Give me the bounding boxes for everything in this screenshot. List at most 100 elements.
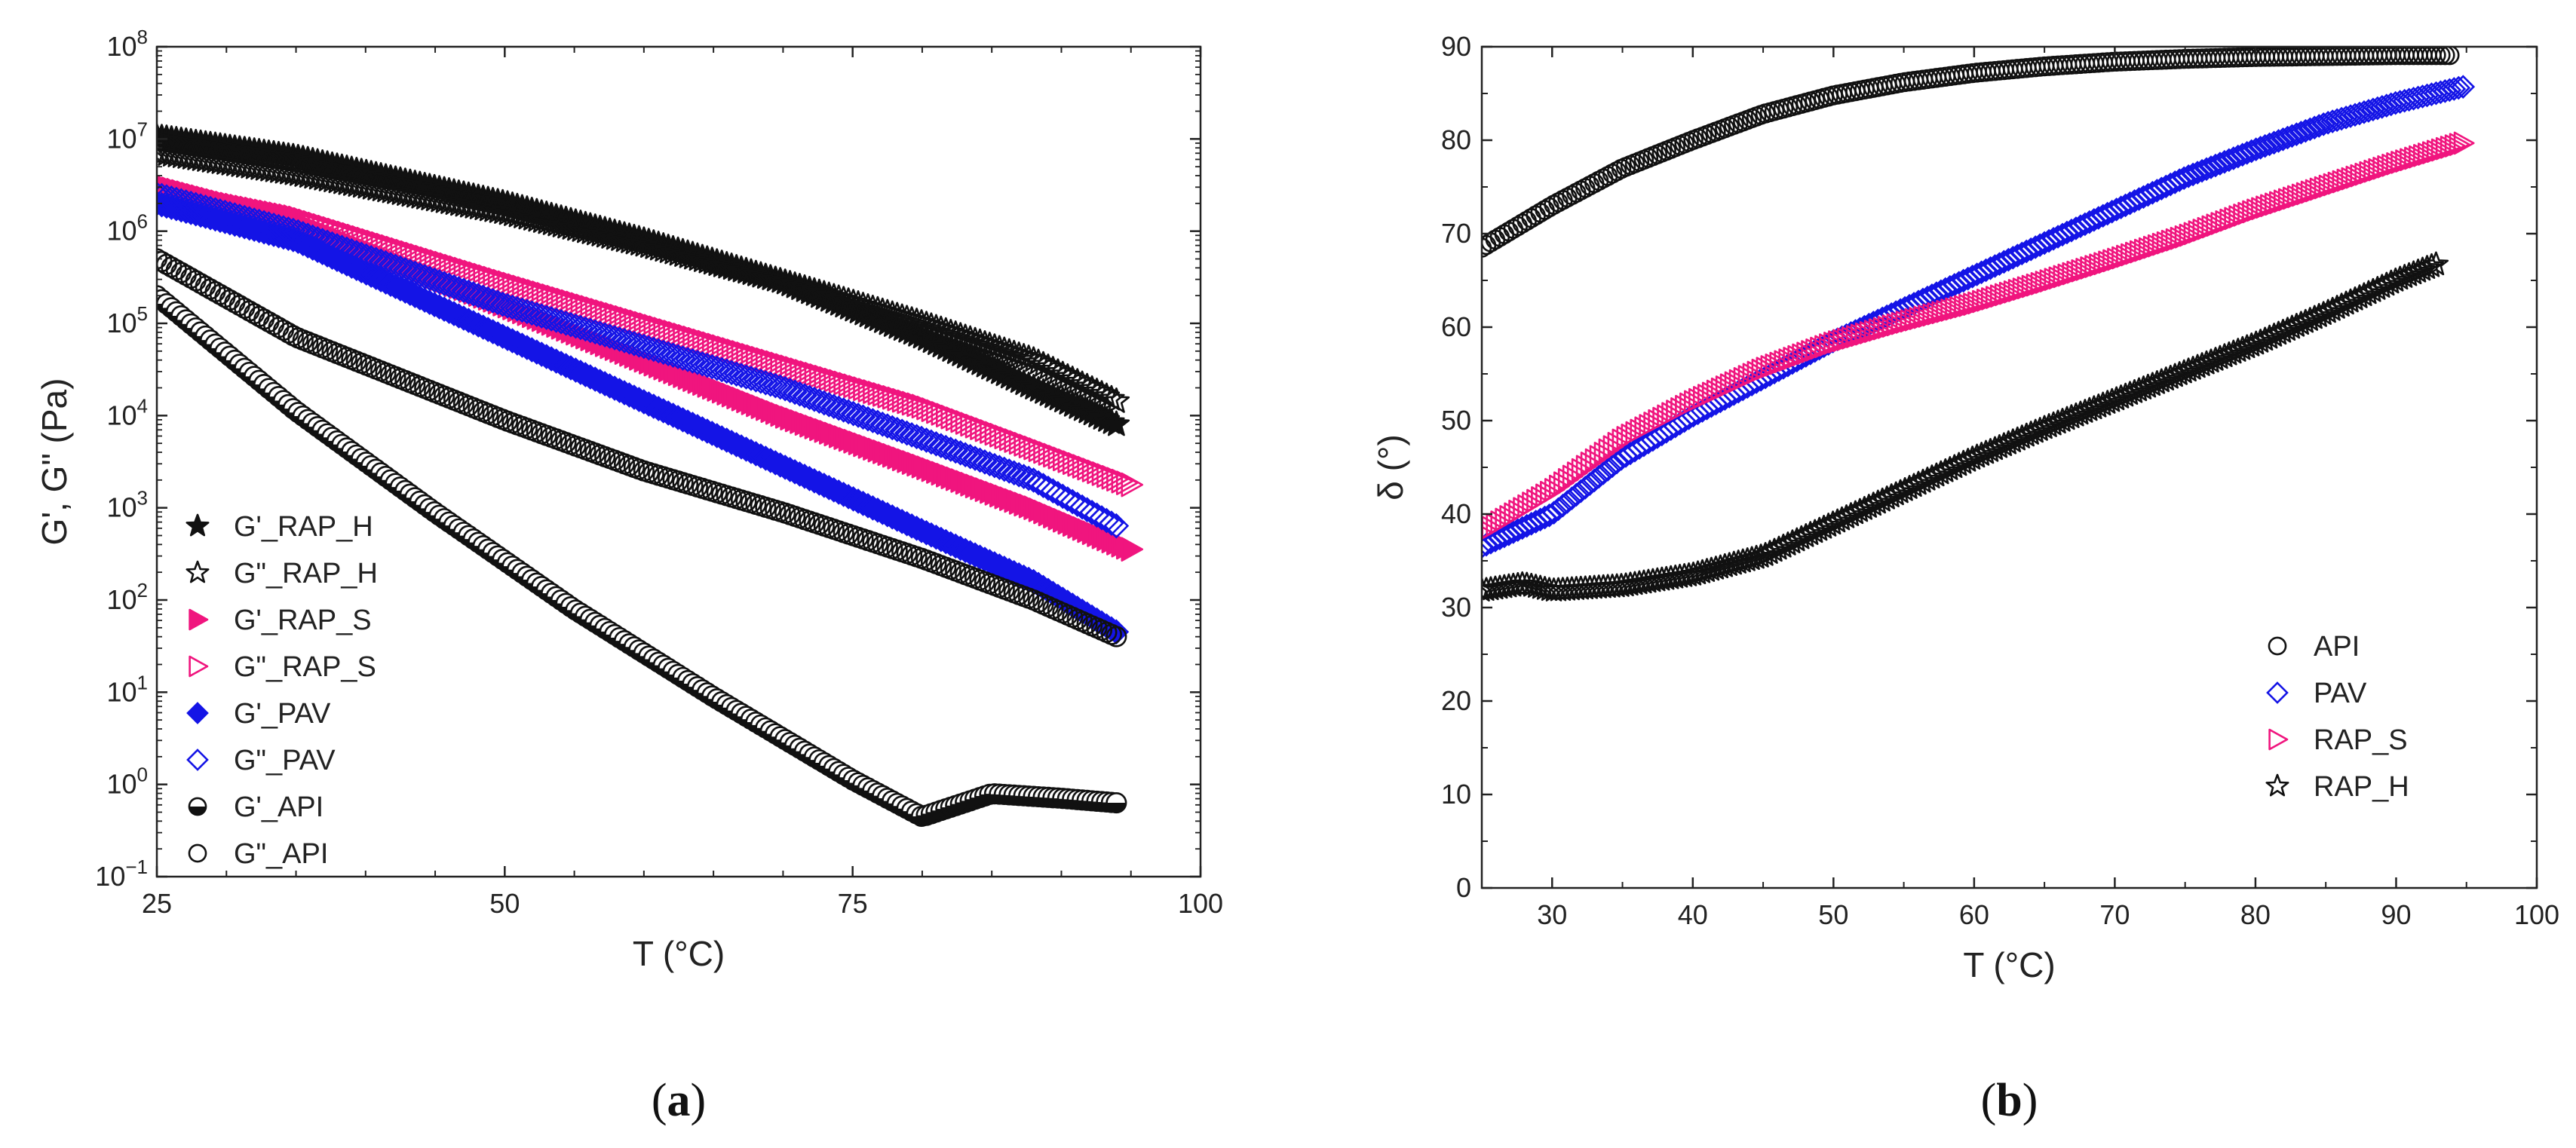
data-point — [378, 252, 403, 277]
data-point — [937, 436, 964, 462]
data-point — [426, 269, 452, 295]
data-point — [241, 207, 268, 233]
legend-marker — [186, 702, 209, 724]
data-point — [2430, 47, 2451, 66]
x-tick-label: 70 — [2099, 899, 2130, 930]
x-tick-label: 100 — [1178, 888, 1223, 919]
data-point — [646, 338, 672, 364]
data-point — [1703, 556, 1728, 580]
data-point — [855, 406, 881, 432]
data-point — [2352, 100, 2376, 124]
data-point — [470, 284, 496, 311]
x-tick-label: 50 — [1818, 899, 1848, 930]
data-point — [402, 260, 428, 286]
data-point — [2343, 103, 2367, 127]
data-point — [299, 224, 326, 250]
data-point — [182, 191, 209, 218]
data-point — [869, 411, 896, 437]
legend-marker — [188, 797, 207, 816]
data-point — [1103, 513, 1130, 539]
x-axis: 30 40 50 60 70 80 90 100 — [1481, 47, 2559, 930]
x-tick-label: 50 — [489, 888, 520, 919]
data-point — [913, 427, 940, 453]
data-point — [802, 386, 827, 412]
legend-label: RAP_H — [2314, 771, 2409, 803]
data-point — [529, 303, 555, 329]
data-point — [514, 298, 540, 325]
data-point — [309, 228, 336, 253]
data-point — [2217, 148, 2241, 173]
legend-label: API — [2314, 631, 2360, 663]
data-point — [689, 351, 716, 377]
y-tick-label: 102 — [106, 579, 148, 615]
y-tick-label: 30 — [1441, 592, 1471, 623]
data-point — [329, 234, 355, 261]
legend: G'_RAP_H G"_RAP_H G'_RAP_S G"_RAP_S G'_PAV G"… — [186, 511, 378, 870]
legend-marker — [2266, 681, 2289, 704]
data-point — [811, 390, 837, 416]
data-point — [489, 291, 516, 317]
data-point — [1680, 561, 1707, 586]
data-point — [1721, 550, 1746, 575]
y-tick-label: 60 — [1441, 311, 1471, 342]
data-point — [465, 283, 492, 308]
data-point — [2440, 47, 2460, 66]
series-rap-h — [1482, 251, 2449, 602]
data-point — [226, 204, 253, 229]
data-point — [2239, 139, 2264, 164]
data-point — [1102, 410, 1130, 436]
data-point — [388, 255, 413, 281]
data-point — [1725, 550, 1751, 574]
data-point — [903, 424, 930, 450]
series-api — [1482, 47, 2460, 258]
data-point — [2378, 92, 2403, 117]
data-point — [1537, 503, 1562, 528]
data-point — [339, 237, 365, 264]
data-point — [348, 241, 375, 268]
data-point — [640, 336, 667, 363]
data-point — [373, 249, 399, 276]
marker-fill — [1106, 803, 1127, 813]
legend-label: RAP_S — [2314, 724, 2408, 756]
data-point — [889, 418, 915, 444]
data-point — [509, 297, 535, 323]
data-point — [587, 320, 613, 347]
chart-panel-b: 30 40 50 60 70 80 90 100 0 10 20 30 40 50 60 70 80 90 T (°… — [1371, 31, 2559, 1126]
y-tick-label: 20 — [1441, 685, 1471, 716]
data-point — [909, 425, 934, 452]
data-point — [2284, 122, 2309, 146]
data-point — [2163, 170, 2188, 194]
data-point — [305, 225, 330, 252]
data-point — [762, 372, 789, 399]
data-point — [2271, 127, 2295, 152]
data-point — [2307, 114, 2332, 138]
data-point — [406, 262, 433, 288]
data-point — [363, 246, 389, 273]
data-point — [709, 357, 735, 383]
data-point — [212, 199, 238, 225]
data-point — [275, 216, 302, 242]
legend-item-gpp-rap-h: G"_RAP_H — [186, 558, 378, 589]
data-point — [192, 194, 219, 220]
legend-item-gp-api: G'_API — [188, 791, 324, 823]
data-point — [1106, 626, 1127, 647]
y-tick-label: 90 — [1441, 31, 1471, 62]
legend-label: G"_PAV — [234, 745, 336, 776]
data-point — [157, 182, 175, 209]
data-point — [416, 265, 443, 292]
data-point — [202, 197, 228, 223]
data-point — [991, 456, 1017, 482]
y-tick-label: 105 — [106, 302, 148, 338]
data-point — [952, 442, 978, 468]
data-point — [558, 311, 584, 338]
data-point — [2374, 93, 2399, 118]
x-tick-label: 75 — [838, 888, 868, 919]
data-point — [986, 455, 1013, 480]
data-point — [353, 243, 379, 269]
chart-panel-a: 25 50 75 100 10−1 100 101 102 103 104 105 106 107 108… — [35, 26, 1223, 1126]
data-point — [2298, 117, 2323, 142]
data-point — [655, 341, 681, 367]
plot-frame — [155, 45, 1202, 878]
data-point — [1606, 161, 1627, 182]
legend-label: G'_API — [234, 791, 324, 823]
